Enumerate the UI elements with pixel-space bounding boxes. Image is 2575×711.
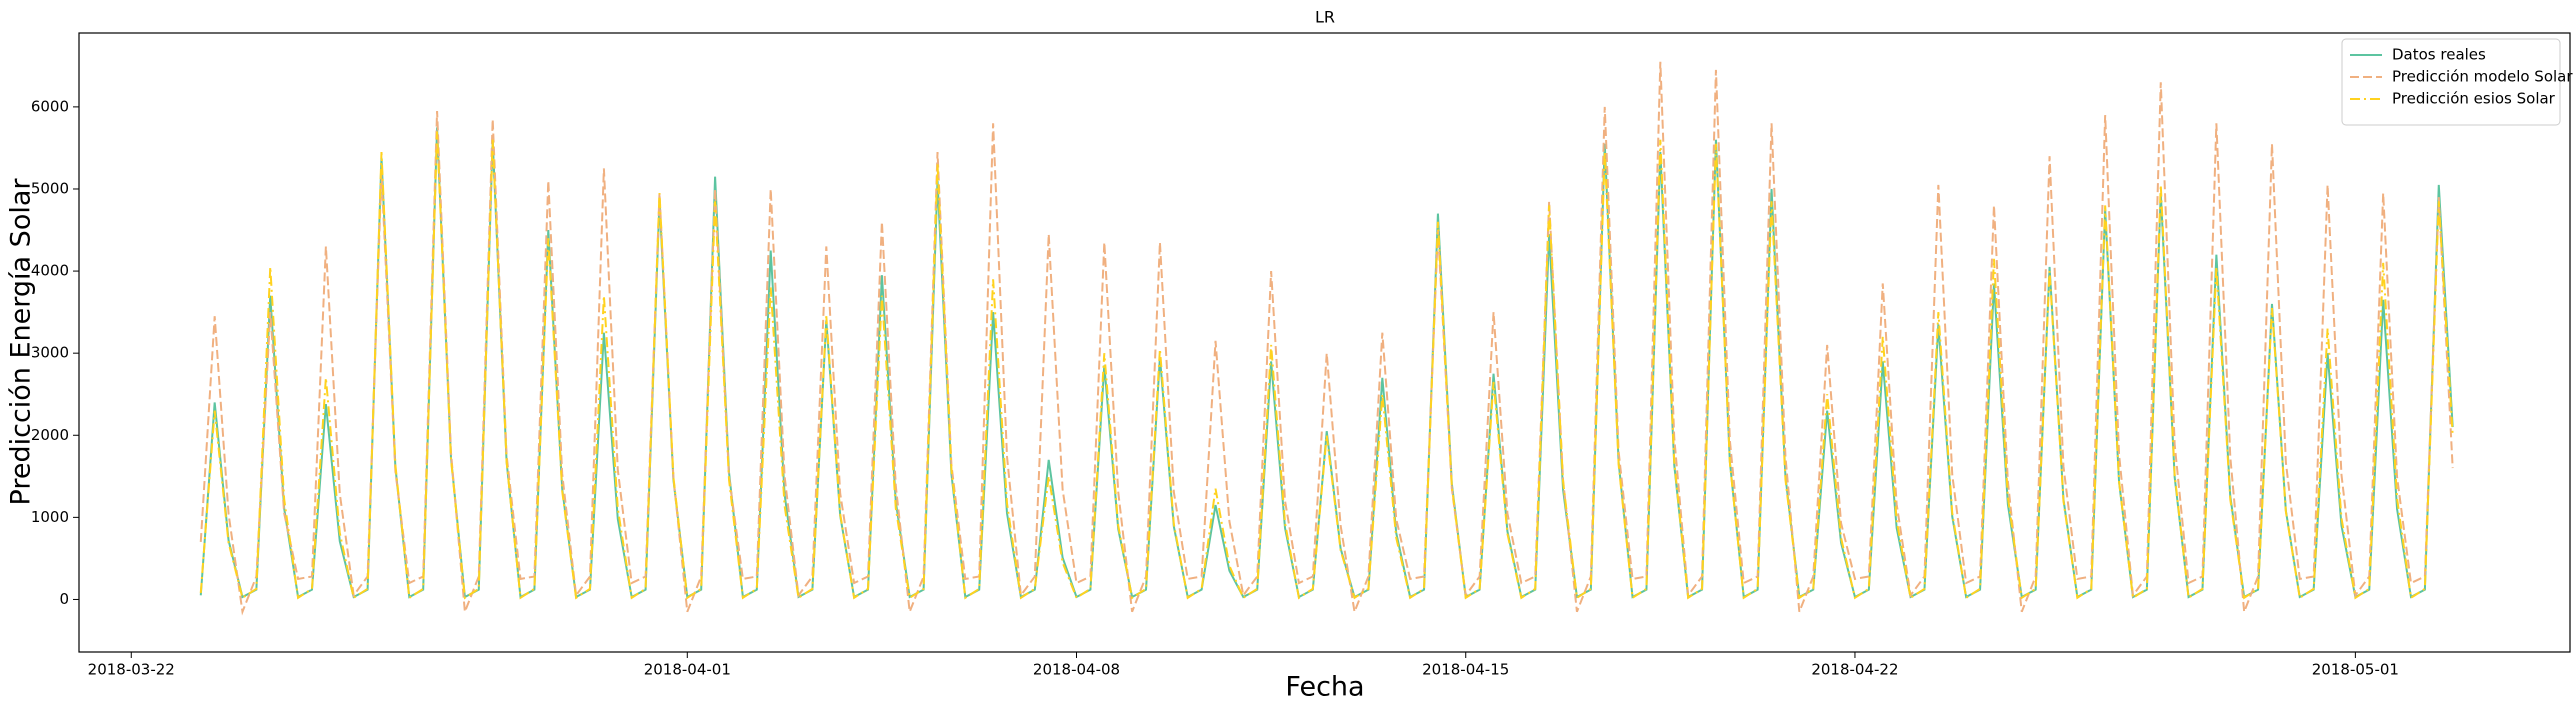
- legend-box: [2341, 38, 2561, 126]
- x-tick-label: 2018-04-08: [1033, 661, 1120, 679]
- x-tick-label: 2018-04-15: [1422, 661, 1509, 679]
- x-tick-label: 2018-04-01: [644, 661, 731, 679]
- legend-label: Predicción esios Solar: [2392, 90, 2556, 108]
- legend: Datos reales Predicción modelo Solar Predi…: [2341, 38, 2573, 126]
- y-tick-label: 0: [59, 590, 69, 608]
- y-tick-label: 5000: [31, 179, 69, 197]
- y-tick-label: 4000: [31, 262, 69, 280]
- plot-frame: [78, 32, 2571, 653]
- x-tick-label: 2018-03-22: [88, 661, 175, 679]
- series-line: [199, 131, 2454, 600]
- y-tick-label: 1000: [31, 508, 69, 526]
- legend-label: Predicción modelo Solar: [2392, 68, 2573, 86]
- y-tick-label: 2000: [31, 426, 69, 444]
- x-tick-label: 2018-04-22: [1811, 661, 1898, 679]
- legend-label: Datos reales: [2392, 46, 2486, 64]
- y-tick-label: 6000: [31, 97, 69, 115]
- x-tick-label: 2018-05-01: [2312, 661, 2399, 679]
- x-axis-label: Fecha: [1285, 672, 1364, 703]
- y-tick-label: 3000: [31, 344, 69, 362]
- series-line: [199, 61, 2454, 616]
- chart-title: LR: [1315, 8, 1335, 27]
- y-axis-label: Predicción Energía Solar: [6, 178, 37, 506]
